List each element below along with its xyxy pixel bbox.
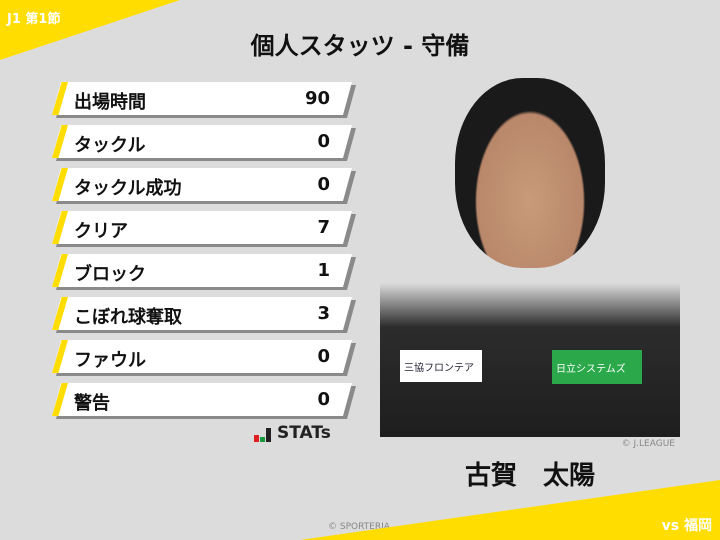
row-background [52, 82, 352, 115]
stat-value: 1 [317, 260, 330, 281]
stat-value: 0 [317, 389, 330, 410]
row-background [52, 168, 352, 201]
stat-label: タックル成功 [74, 178, 182, 199]
row-background [52, 297, 352, 330]
stat-label: クリア [74, 221, 128, 242]
stat-row: タックル 0 [52, 125, 356, 161]
stat-value: 90 [304, 88, 330, 109]
stat-row: 出場時間 90 [52, 82, 356, 118]
sponsor-logo: 三協フロンテア [400, 350, 482, 382]
sponsor-logo: 日立システムズ [552, 350, 642, 384]
stat-value: 0 [317, 174, 330, 195]
opponent-label: vs 福岡 [661, 518, 712, 534]
stat-value: 7 [317, 217, 330, 238]
bar-chart-icon [254, 428, 271, 442]
round-label: J1 第1節 [7, 12, 61, 27]
player-photo: 三協フロンテア 日立システムズ [380, 70, 680, 437]
copyright: © SPORTERIA [328, 522, 390, 532]
stat-label: ブロック [74, 264, 146, 285]
row-background [52, 383, 352, 416]
stat-row: ファウル 0 [52, 340, 356, 376]
stat-label: タックル [74, 135, 146, 156]
stat-label: 警告 [74, 393, 110, 414]
player-head [455, 78, 605, 268]
row-background [52, 211, 352, 244]
stat-value: 0 [317, 346, 330, 367]
stat-row: ブロック 1 [52, 254, 356, 290]
stat-row: タックル成功 0 [52, 168, 356, 204]
stat-row: 警告 0 [52, 383, 356, 419]
stat-row: こぼれ球奪取 3 [52, 297, 356, 333]
photo-credit: © J.LEAGUE [621, 439, 675, 449]
player-name: 古賀 太陽 [464, 461, 595, 491]
row-background [52, 254, 352, 287]
stat-value: 3 [317, 303, 330, 324]
row-background [52, 125, 352, 158]
stats-logo: STATs [254, 425, 331, 442]
stat-label: こぼれ球奪取 [74, 307, 182, 328]
row-background [52, 340, 352, 373]
stat-label: ファウル [74, 350, 146, 371]
stats-logo-text: STATs [277, 423, 331, 443]
stat-row: クリア 7 [52, 211, 356, 247]
stat-label: 出場時間 [74, 92, 146, 113]
page-title: 個人スタッツ - 守備 [250, 32, 470, 60]
stat-value: 0 [317, 131, 330, 152]
